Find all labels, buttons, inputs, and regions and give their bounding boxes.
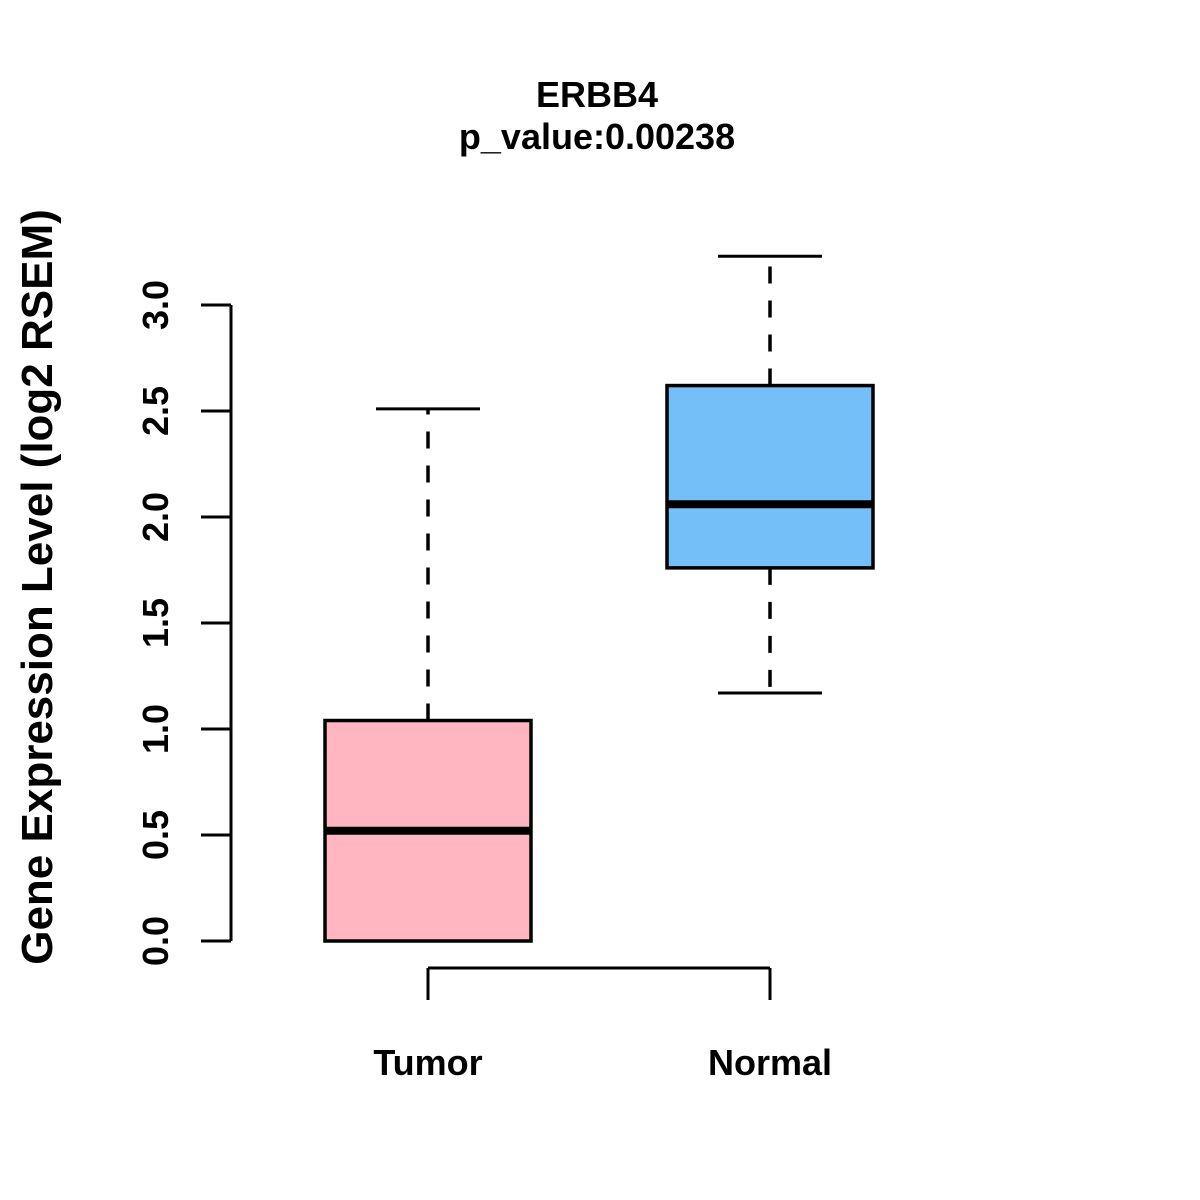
- x-axis-bracket: [426, 966, 772, 1000]
- y-axis-title: Gene Expression Level (log2 RSEM): [13, 209, 62, 965]
- y-axis-tick-label-3.0: 3.0: [135, 280, 176, 330]
- x-label-tumor: Tumor: [373, 1042, 482, 1083]
- y-axis-tick-label-1.5: 1.5: [135, 598, 176, 648]
- chart-title: ERBB4: [536, 74, 658, 115]
- y-axis-tick-label-2.0: 2.0: [135, 492, 176, 542]
- iqr-box-normal: [665, 383, 875, 570]
- y-axis-tick-label-0.0: 0.0: [135, 916, 176, 966]
- y-axis-tick-label-1.0: 1.0: [135, 704, 176, 754]
- boxes: [323, 254, 875, 943]
- box-group-normal: [665, 254, 875, 695]
- box-group-tumor: [323, 407, 533, 943]
- y-axis-tick-label-0.5: 0.5: [135, 810, 176, 860]
- y-axis: 0.0 0.5 1.0 1.5 2.0 2.5 3.0: [135, 280, 233, 966]
- y-axis-tick-label-2.5: 2.5: [135, 386, 176, 436]
- chart-subtitle: p_value:0.00238: [459, 116, 735, 157]
- x-label-normal: Normal: [708, 1042, 832, 1083]
- x-axis-labels: Tumor Normal: [373, 1042, 832, 1083]
